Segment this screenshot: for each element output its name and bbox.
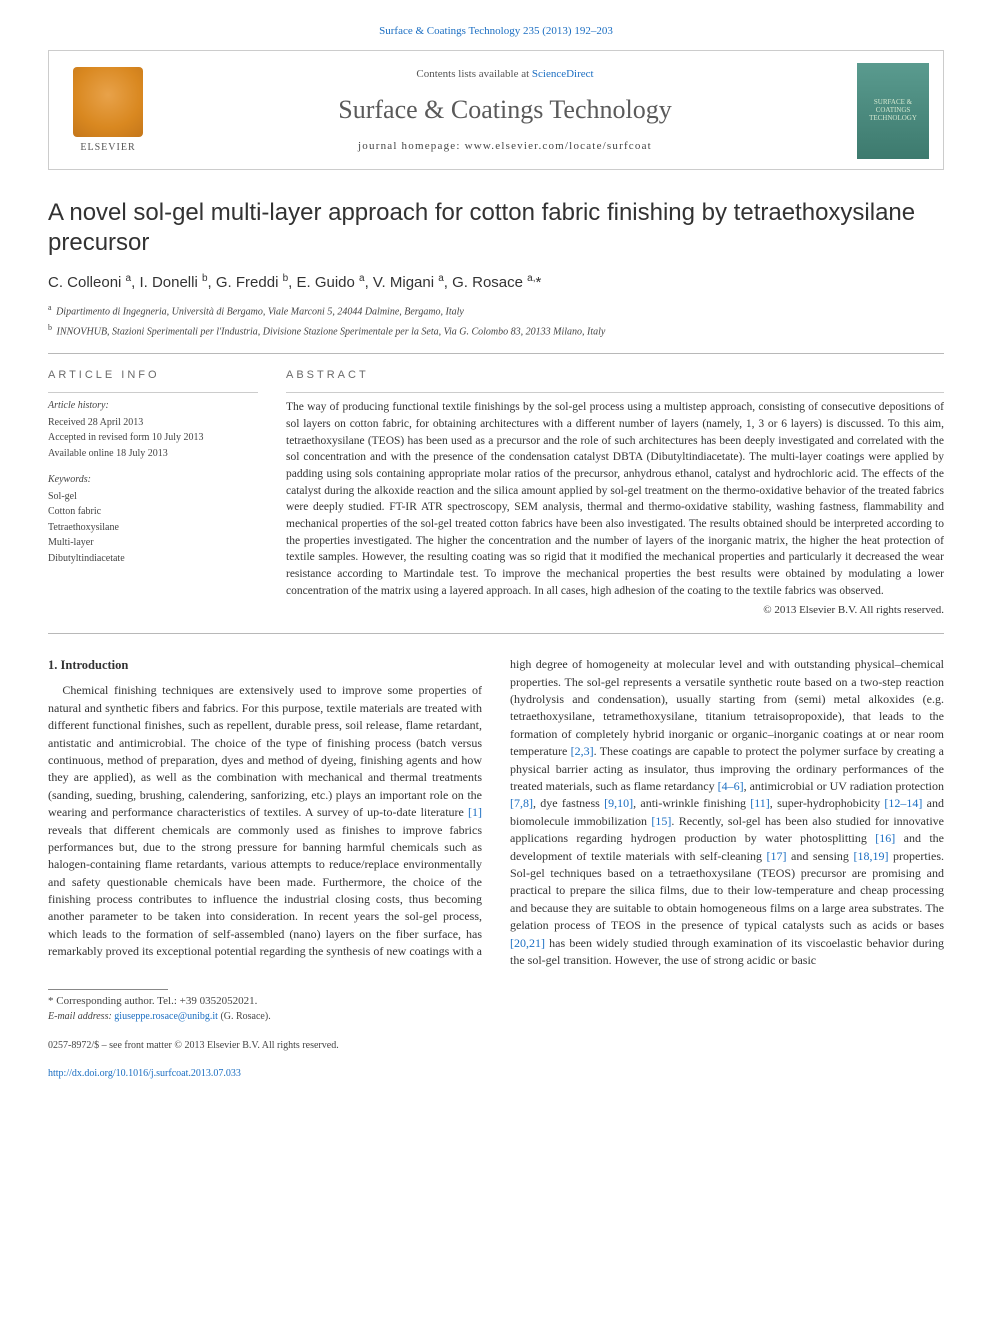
keyword: Sol-gel: [48, 490, 258, 505]
p2-c: , antimicrobial or UV radiation protecti…: [744, 779, 944, 793]
ref-2-3-link[interactable]: [2,3]: [571, 744, 594, 758]
email-suffix: (G. Rosace).: [218, 1011, 271, 1022]
top-journal-name: Surface & Coatings Technology: [379, 25, 520, 37]
intro-para-1: Chemical finishing techniques are extens…: [48, 656, 944, 969]
keyword: Cotton fabric: [48, 505, 258, 520]
p2-f: , super-hydrophobicity: [770, 796, 885, 810]
authors-line: C. Colleoni a, I. Donelli b, G. Freddi b…: [48, 272, 944, 294]
abstract-text: The way of producing functional textile …: [286, 399, 944, 599]
ref-11-link[interactable]: [11]: [750, 796, 770, 810]
history-line: Accepted in revised form 10 July 2013: [48, 431, 258, 446]
p2-e: , anti-wrinkle finishing: [633, 796, 750, 810]
abstract-head: ABSTRACT: [286, 368, 944, 384]
abstract-rule: [286, 392, 944, 393]
journal-cover-thumb: SURFACE & COATINGS TECHNOLOGY: [857, 63, 929, 159]
p2-d: , dye fastness: [533, 796, 604, 810]
ref-16-link[interactable]: [16]: [875, 831, 895, 845]
history-head: Article history:: [48, 399, 258, 414]
abstract-copyright: © 2013 Elsevier B.V. All rights reserved…: [286, 603, 944, 619]
ref-17-link[interactable]: [17]: [767, 849, 787, 863]
footer-issn: 0257-8972/$ – see front matter © 2013 El…: [48, 1039, 944, 1054]
journal-header: ELSEVIER Contents lists available at Sci…: [48, 50, 944, 170]
affiliation: b INNOVHUB, Stazioni Sperimentali per l'…: [48, 322, 944, 340]
keyword: Multi-layer: [48, 536, 258, 551]
intro-title: 1. Introduction: [48, 656, 482, 674]
abstract-col: ABSTRACT The way of producing functional…: [286, 368, 944, 619]
history-line: Received 28 April 2013: [48, 416, 258, 431]
elsevier-tree-icon: [73, 67, 143, 137]
homepage-prefix: journal homepage:: [358, 140, 465, 152]
p1-post: reveals that different chemicals are com…: [48, 823, 482, 941]
doi-link[interactable]: http://dx.doi.org/10.1016/j.surfcoat.201…: [48, 1068, 241, 1079]
top-journal-link[interactable]: Surface & Coatings Technology 235 (2013)…: [48, 24, 944, 40]
history-line: Available online 18 July 2013: [48, 447, 258, 462]
ref-7-8-link[interactable]: [7,8]: [510, 796, 533, 810]
elsevier-logo: ELSEVIER: [63, 61, 153, 161]
sciencedirect-link[interactable]: ScienceDirect: [532, 68, 594, 80]
keywords-head: Keywords:: [48, 473, 258, 488]
keyword: Tetraethoxysilane: [48, 521, 258, 536]
rule-below-meta: [48, 633, 944, 634]
ref-9-10-link[interactable]: [9,10]: [604, 796, 633, 810]
article-info-col: ARTICLE INFO Article history: Received 2…: [48, 368, 258, 619]
cover-text: SURFACE & COATINGS TECHNOLOGY: [861, 99, 925, 122]
affiliation: a Dipartimento di Ingegneria, Università…: [48, 302, 944, 320]
info-rule: [48, 392, 258, 393]
corr-line: * Corresponding author. Tel.: +39 035205…: [48, 995, 257, 1007]
corr-email-link[interactable]: giuseppe.rosace@unibg.it: [114, 1011, 218, 1022]
keyword: Dibutyltindiacetate: [48, 552, 258, 567]
ref-4-6-link[interactable]: [4–6]: [718, 779, 744, 793]
article-info-head: ARTICLE INFO: [48, 368, 258, 384]
email-label: E-mail address:: [48, 1011, 114, 1022]
ref-15-link[interactable]: [15]: [651, 814, 671, 828]
corresponding-footnote: * Corresponding author. Tel.: +39 035205…: [48, 994, 944, 1024]
p2-j: and sensing: [787, 849, 854, 863]
meta-row: ARTICLE INFO Article history: Received 2…: [48, 368, 944, 619]
contents-line: Contents lists available at ScienceDirec…: [169, 67, 841, 83]
ref-12-14-link[interactable]: [12–14]: [884, 796, 922, 810]
body-columns: 1. Introduction Chemical finishing techn…: [48, 656, 944, 969]
p2-l: has been widely studied through examinat…: [510, 936, 944, 967]
header-center: Contents lists available at ScienceDirec…: [169, 67, 841, 155]
ref-18-19-link[interactable]: [18,19]: [853, 849, 888, 863]
homepage-line: journal homepage: www.elsevier.com/locat…: [169, 139, 841, 155]
homepage-url[interactable]: www.elsevier.com/locate/surfcoat: [465, 140, 652, 152]
footnote-separator: [48, 989, 168, 990]
rule-above-meta: [48, 353, 944, 354]
contents-prefix: Contents lists available at: [416, 68, 531, 80]
ref-20-21-link[interactable]: [20,21]: [510, 936, 545, 950]
elsevier-label: ELSEVIER: [80, 141, 135, 156]
article-title: A novel sol-gel multi-layer approach for…: [48, 198, 944, 258]
ref-1-link[interactable]: [1]: [468, 805, 482, 819]
p1-pre: Chemical finishing techniques are extens…: [48, 683, 482, 819]
top-journal-cite: 235 (2013) 192–203: [523, 25, 613, 37]
journal-name: Surface & Coatings Technology: [169, 91, 841, 129]
